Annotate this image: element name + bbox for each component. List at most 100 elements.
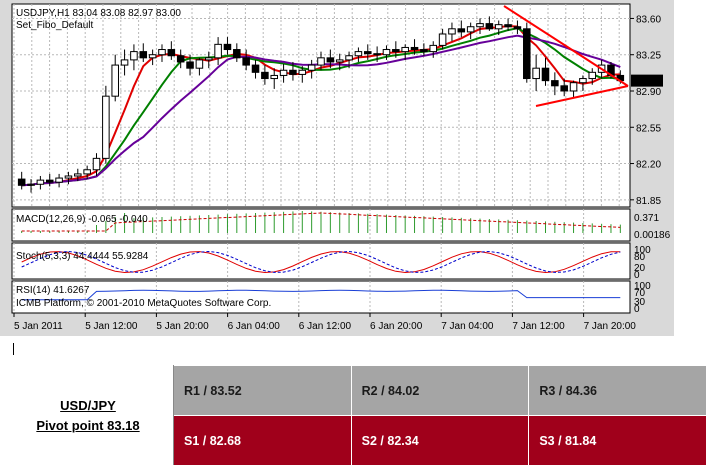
stoch-tick-20: 20: [634, 263, 646, 274]
candle-body: [289, 69, 297, 75]
price-chart: 83.00 USDJPY,H1 83.04 83.08 82.97 83.00 …: [11, 3, 671, 332]
candle-body: [466, 26, 475, 33]
stoch-tick-80: 80: [634, 252, 646, 263]
candle-body: [354, 51, 363, 57]
candle-body: [532, 67, 540, 80]
candle-body: [92, 157, 101, 171]
x-tick-label: 6 Jan 12:00: [299, 321, 352, 332]
candle-body: [476, 23, 484, 28]
pair-cell: USD/JPY Pivot point 83.18: [2, 365, 174, 466]
rsi-line: [21, 289, 621, 301]
candle-body: [457, 28, 466, 33]
candle-body: [64, 175, 73, 179]
x-tick-label: 5 Jan 20:00: [156, 321, 209, 332]
candle-body: [74, 173, 82, 177]
candle-body: [102, 95, 110, 159]
r3-cell: R3 / 84.36: [528, 365, 707, 416]
candle-body: [186, 61, 194, 69]
y-tick-label: 83.25: [636, 51, 661, 62]
candle-body: [36, 179, 45, 185]
candle-body: [569, 82, 578, 92]
rsi-label: RSI(14) 41.6267: [16, 285, 90, 296]
candle-body: [410, 46, 419, 51]
x-tick-label: 6 Jan 04:00: [228, 321, 281, 332]
candle-body: [438, 33, 447, 46]
candle-body: [214, 43, 222, 59]
x-tick-label: 5 Jan 12:00: [85, 321, 138, 332]
candle-body: [504, 24, 512, 28]
candle-body: [27, 183, 35, 186]
candle-body: [120, 59, 129, 66]
x-tick-label: 5 Jan 2011: [14, 321, 63, 332]
candle-body: [204, 57, 213, 61]
current-price-label: 83.00: [634, 77, 659, 88]
candle-body: [551, 80, 559, 87]
candle-body: [420, 49, 428, 53]
r2-cell: R2 / 84.02: [350, 365, 530, 416]
candle-body: [560, 85, 568, 92]
indicator-name: Set_Fibo_Default: [16, 20, 93, 31]
candle-body: [130, 51, 138, 61]
candle-body: [158, 49, 166, 56]
pivot-point: Pivot point 83.18: [36, 417, 140, 433]
stoch-label: Stoch(5,3,3) 44.4444 55.9284: [16, 251, 149, 262]
candle-body: [251, 64, 260, 73]
y-tick-label: 82.20: [636, 160, 661, 171]
r1-cell: R1 / 83.52: [173, 365, 352, 416]
stoch-tick-0: 0: [634, 270, 640, 281]
macd-tick-top: 0.371: [634, 213, 659, 224]
x-tick-label: 7 Jan 04:00: [441, 321, 494, 332]
candle-body: [317, 57, 325, 66]
candle-body: [401, 46, 409, 53]
current-price-box: [631, 74, 663, 87]
candle-body: [494, 24, 503, 30]
rsi-tick-0: 0: [634, 304, 640, 315]
candle-body: [111, 64, 119, 97]
candle-body: [242, 57, 250, 66]
candle-body: [335, 59, 344, 63]
candle-body: [167, 49, 176, 57]
y-tick-label: 83.60: [636, 14, 661, 25]
candle-body: [373, 53, 381, 56]
y-tick-label: 82.90: [636, 87, 661, 98]
chart-symbol: USDJPY,H1 83.04 83.08 82.97 83.00: [16, 8, 181, 19]
candle-body: [139, 51, 148, 59]
candle-body: [270, 74, 279, 80]
candle-body: [307, 64, 316, 71]
candle-body: [176, 55, 185, 63]
s2-cell: S2 / 82.34: [350, 415, 530, 466]
candle-body: [261, 71, 269, 80]
candle-body: [195, 59, 204, 69]
candle-body: [45, 179, 54, 183]
candle-body: [485, 23, 494, 30]
stoch-signal-line: [21, 250, 621, 273]
rsi-tick-70: 70: [634, 288, 646, 299]
candle-body: [298, 69, 307, 75]
x-tick-label: 6 Jan 20:00: [370, 321, 423, 332]
candle-body: [382, 49, 391, 56]
candle-body: [541, 67, 550, 82]
candle-body: [579, 78, 587, 84]
candle-body: [429, 44, 438, 53]
macd-label: MACD(12,26,9) -0.065 -0.040: [16, 214, 148, 225]
trendline: [503, 5, 629, 87]
rsi-tick-30: 30: [634, 297, 646, 308]
candle-body: [223, 43, 232, 51]
candle-body: [55, 177, 63, 183]
text-cursor: [13, 343, 14, 355]
x-tick-label: 7 Jan 12:00: [512, 321, 565, 332]
candle-body: [448, 28, 456, 35]
pivot-table: USD/JPY Pivot point 83.18 R1 / 83.52 R2 …: [2, 365, 707, 466]
candle-body: [83, 169, 91, 175]
pair-name: USD/JPY: [60, 397, 116, 413]
trendline: [535, 85, 629, 107]
candle-body: [279, 69, 288, 76]
candle-body: [345, 55, 353, 61]
candle-body: [363, 51, 372, 55]
stoch-main-line: [21, 251, 621, 274]
candle-body: [148, 54, 157, 59]
candle-body: [392, 49, 400, 53]
y-tick-label: 82.55: [636, 123, 661, 134]
stoch-tick-100: 100: [634, 245, 651, 256]
s3-cell: S3 / 81.84: [528, 415, 707, 466]
